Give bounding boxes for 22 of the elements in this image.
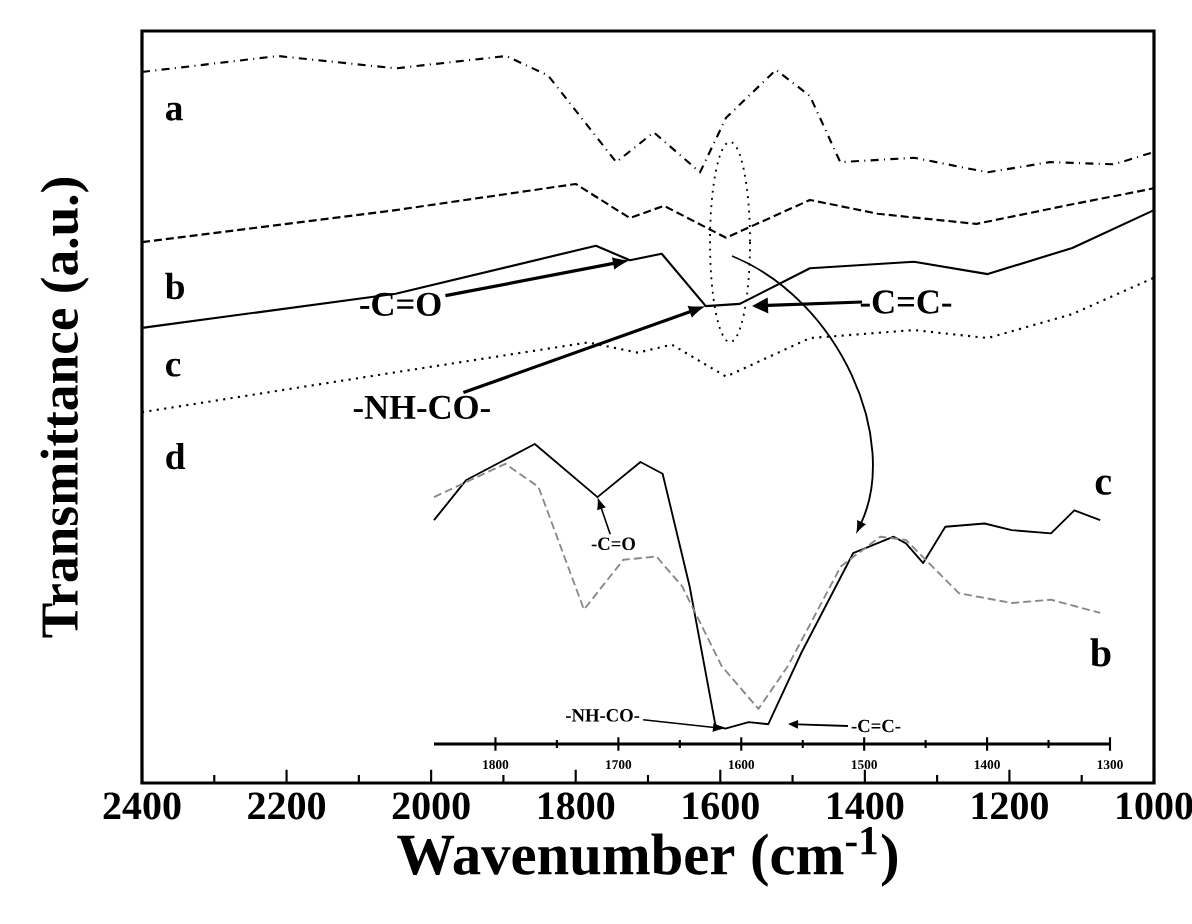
series-label: c: [1095, 475, 1112, 495]
annotation: -NH-CO-: [565, 709, 640, 722]
x-tick-label: 2000: [392, 792, 470, 820]
x-tick-label: 1200: [972, 792, 1048, 820]
x-tick-label: 2200: [248, 792, 326, 820]
x-tick-label: 1400: [828, 792, 904, 820]
series-label: c: [166, 358, 181, 377]
annotation: -C=O: [591, 537, 635, 551]
annotation: -NH-CO-: [353, 395, 490, 420]
annotation: -C=C-: [851, 719, 901, 733]
x-axis-title: Wavenumber (cm$^{-1}$): [397, 827, 898, 887]
series-label: a: [165, 102, 183, 121]
series-label: d: [166, 442, 186, 470]
x-tick-label: 1800: [538, 792, 615, 820]
x-tick-label: 1600: [683, 792, 759, 820]
annotation: -C=O: [360, 292, 441, 316]
x-tick-label: 2400: [103, 792, 181, 820]
y-axis-title: Transmittance (a.u.): [40, 178, 89, 638]
x-tick-label: 1000: [1117, 792, 1192, 820]
series-label: b: [1090, 638, 1111, 667]
series-label: b: [165, 272, 184, 300]
annotation: -C=C-: [860, 290, 952, 314]
